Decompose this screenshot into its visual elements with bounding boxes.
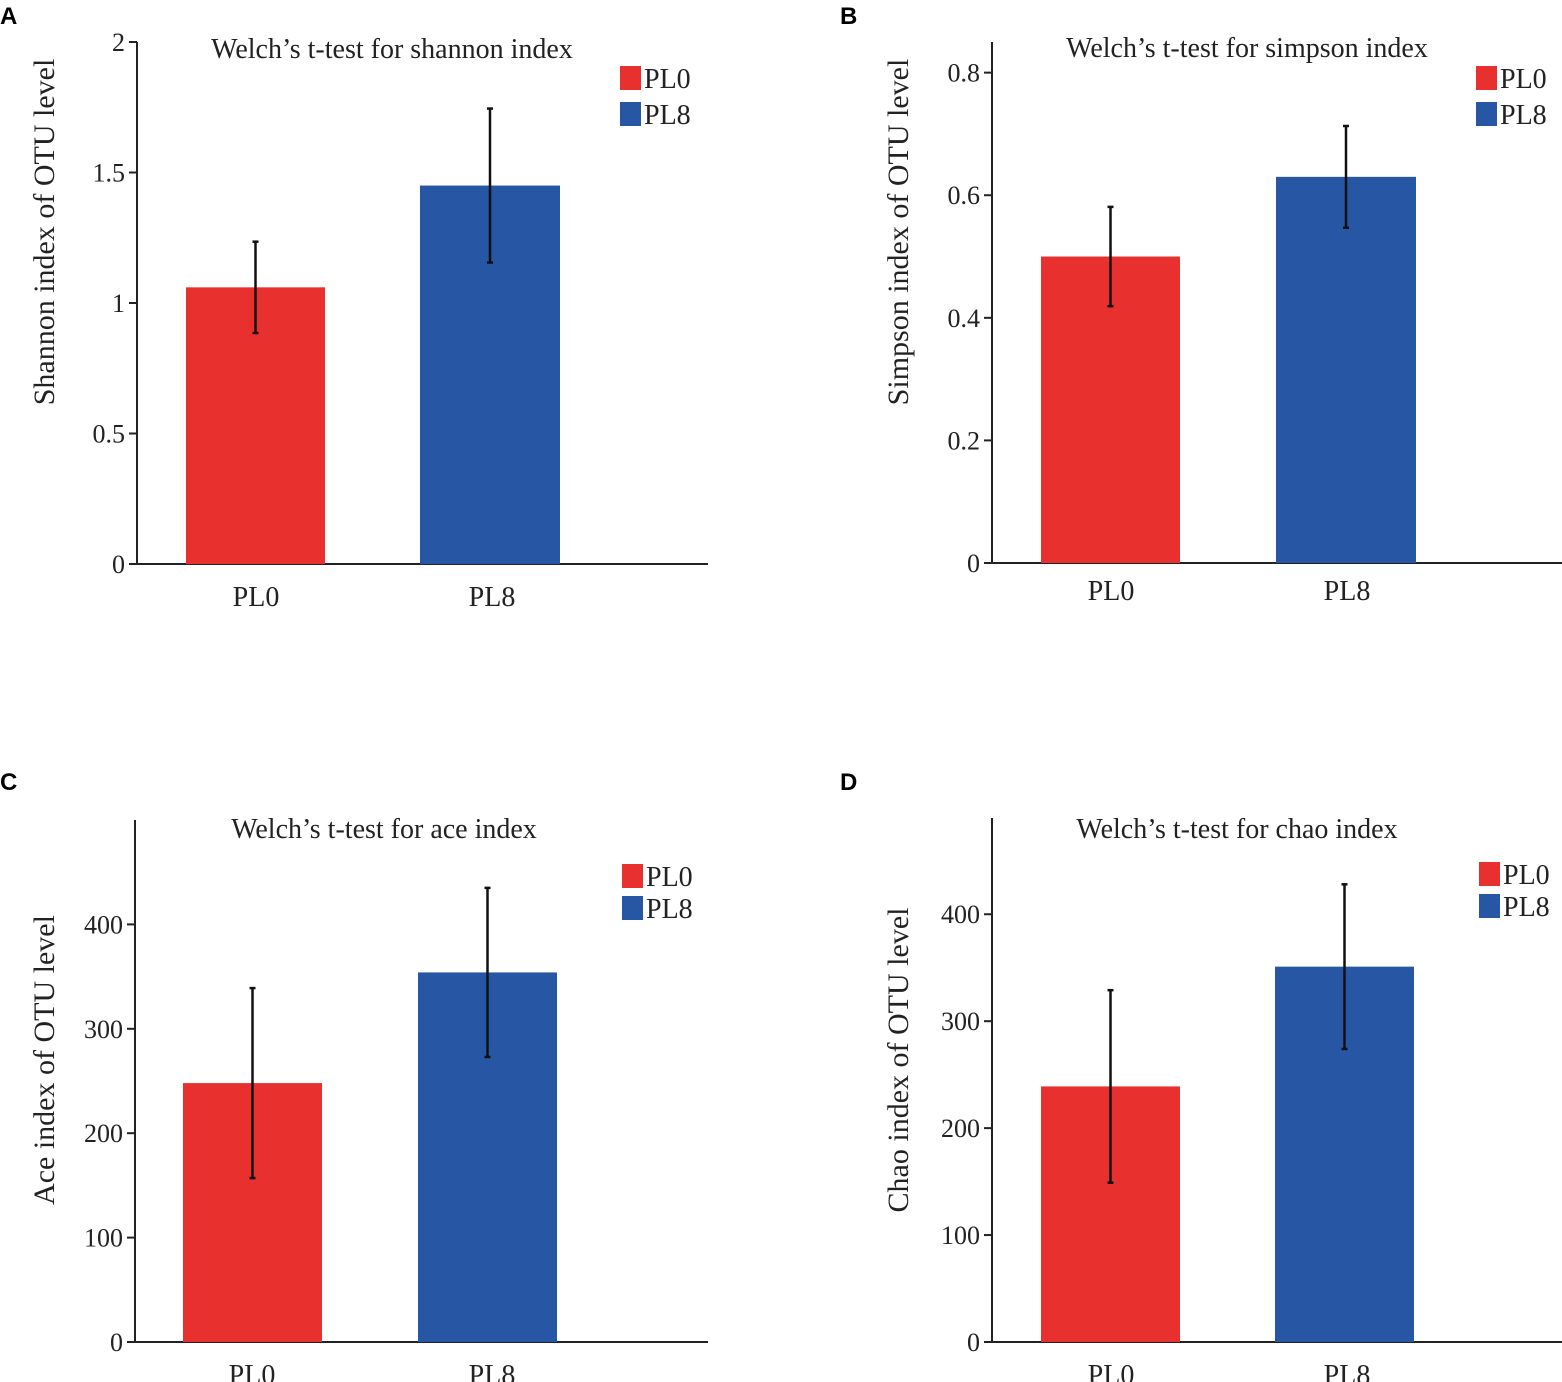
x-tick-label-b: PL8 <box>1324 576 1371 607</box>
legend-label-c: PL8 <box>646 894 693 925</box>
y-tick-label-b: 0.6 <box>948 181 981 210</box>
x-tick-label-c: PL0 <box>229 1360 276 1382</box>
x-tick-label-c: PL8 <box>469 1360 516 1382</box>
legend-label-b: PL8 <box>1500 100 1547 131</box>
y-tick-label-c: 200 <box>84 1119 123 1148</box>
legend-swatch-d <box>1479 862 1500 886</box>
y-tick-label-d: 300 <box>941 1007 980 1036</box>
chart-title-c: Welch’s t-test for ace index <box>231 814 537 845</box>
x-tick-label-d: PL0 <box>1088 1360 1135 1382</box>
y-tick-label-a: 1.5 <box>93 159 126 188</box>
legend-swatch-b <box>1476 66 1497 90</box>
legend-label-d: PL8 <box>1503 892 1550 923</box>
panel-letter-a: A <box>0 3 17 30</box>
panel-letter-b: B <box>840 3 857 30</box>
y-tick-label-b: 0.8 <box>948 59 981 88</box>
legend-swatch-b <box>1476 102 1497 126</box>
y-tick-label-b: 0.2 <box>948 426 981 455</box>
y-tick-label-a: 1 <box>112 289 125 318</box>
y-tick-label-c: 0 <box>110 1328 123 1357</box>
y-axis-label-d: Chao index of OTU level <box>882 908 915 1213</box>
y-tick-label-b: 0 <box>967 549 980 578</box>
y-tick-label-d: 400 <box>941 900 980 929</box>
y-tick-label-c: 300 <box>84 1015 123 1044</box>
bar-b-pl8 <box>1276 176 1416 564</box>
bar-b-pl0 <box>1041 256 1180 563</box>
panel-letter-c: C <box>0 769 17 796</box>
y-tick-label-c: 400 <box>84 910 123 939</box>
x-tick-label-b: PL0 <box>1088 576 1135 607</box>
legend-label-d: PL0 <box>1503 860 1550 891</box>
y-tick-label-c: 100 <box>84 1224 123 1253</box>
y-tick-label-d: 200 <box>941 1114 980 1143</box>
y-tick-label-d: 0 <box>967 1328 980 1357</box>
legend-label-b: PL0 <box>1500 64 1547 95</box>
chart-title-b: Welch’s t-test for simpson index <box>1066 33 1428 64</box>
y-tick-label-a: 2 <box>112 28 125 57</box>
chart-title-a: Welch’s t-test for shannon index <box>211 34 573 65</box>
legend-swatch-a <box>620 66 641 90</box>
chart-title-d: Welch’s t-test for chao index <box>1076 814 1397 845</box>
legend-label-a: PL0 <box>644 64 691 95</box>
legend-swatch-c <box>622 896 643 920</box>
x-tick-label-a: PL0 <box>233 582 280 613</box>
legend-swatch-a <box>620 102 641 126</box>
y-axis-label-a: Shannon index of OTU level <box>28 59 61 406</box>
y-tick-label-b: 0.4 <box>948 304 981 333</box>
x-tick-label-a: PL8 <box>469 582 516 613</box>
y-tick-label-a: 0.5 <box>93 420 126 449</box>
panel-a: A 0 0.5 1 1.5 2 PL0 PL8 Welch’s t-test for shann… <box>0 3 708 613</box>
y-tick-label-a: 0 <box>112 550 125 579</box>
legend-label-c: PL0 <box>646 862 693 893</box>
panel-letter-d: D <box>840 769 857 796</box>
x-tick-label-d: PL8 <box>1324 1360 1371 1382</box>
legend-swatch-c <box>622 864 643 888</box>
y-axis-label-b: Simpson index of OTU level <box>882 59 915 406</box>
legend-label-a: PL8 <box>644 100 691 131</box>
panel-b: B 0 0.2 0.4 0.6 0.8 PL0 PL8 Welch’s t-test for s… <box>840 3 1562 607</box>
legend-swatch-d <box>1479 894 1500 918</box>
y-tick-label-d: 100 <box>941 1221 980 1250</box>
y-axis-label-c: Ace index of OTU level <box>28 915 61 1205</box>
